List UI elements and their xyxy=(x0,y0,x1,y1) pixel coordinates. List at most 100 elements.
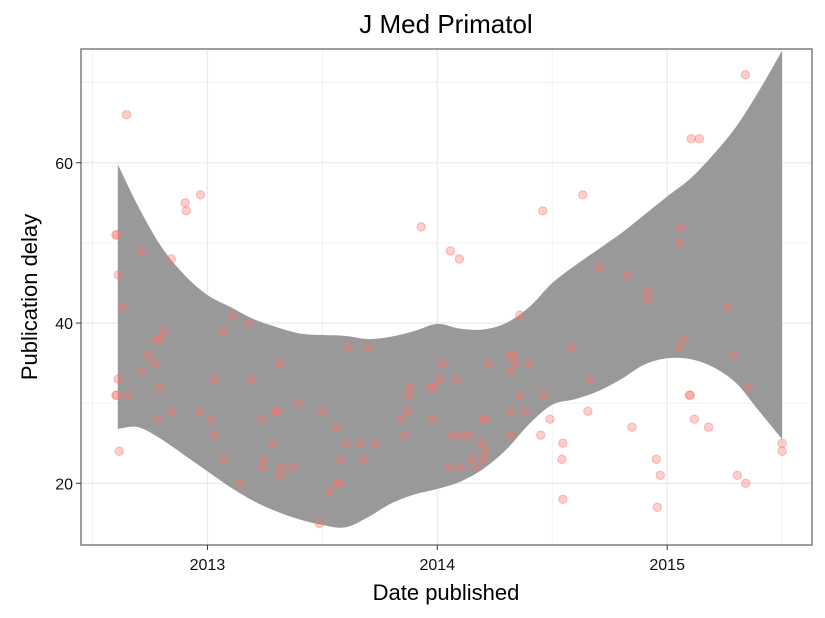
data-point xyxy=(218,454,229,464)
data-point xyxy=(288,462,298,472)
data-point xyxy=(112,230,122,240)
data-point xyxy=(484,358,494,368)
data-point xyxy=(444,462,455,472)
data-point xyxy=(510,358,520,368)
data-point xyxy=(396,414,406,424)
data-point xyxy=(218,326,228,336)
data-point xyxy=(558,438,568,448)
data-point xyxy=(314,518,325,529)
data-point xyxy=(416,222,426,232)
data-point xyxy=(694,134,705,144)
data-point xyxy=(341,438,351,448)
data-point xyxy=(271,406,281,416)
data-point xyxy=(333,478,343,489)
data-point xyxy=(514,390,524,400)
data-point xyxy=(743,382,754,392)
data-point xyxy=(471,462,482,472)
data-point xyxy=(545,414,555,424)
data-point xyxy=(206,414,217,424)
data-point xyxy=(166,406,176,416)
data-point xyxy=(454,254,465,264)
data-point xyxy=(467,454,477,464)
data-point xyxy=(324,486,334,497)
data-point xyxy=(293,398,303,408)
data-point xyxy=(539,390,549,400)
data-point xyxy=(272,406,282,416)
data-point xyxy=(257,462,268,472)
data-point xyxy=(655,470,665,480)
x-axis-title: Date published xyxy=(373,580,520,605)
data-point xyxy=(122,390,133,400)
data-points xyxy=(111,69,787,529)
data-point xyxy=(732,470,742,480)
data-point xyxy=(675,222,686,232)
data-point xyxy=(153,334,163,344)
data-point xyxy=(113,374,123,384)
data-point xyxy=(276,462,286,472)
confidence-band xyxy=(117,50,783,528)
data-point xyxy=(194,406,204,416)
data-point xyxy=(180,198,190,208)
data-point xyxy=(400,430,410,440)
data-point xyxy=(643,286,653,296)
data-point xyxy=(317,406,328,416)
data-point xyxy=(536,430,546,440)
data-point xyxy=(686,134,697,144)
data-point xyxy=(679,334,689,344)
data-point xyxy=(355,438,365,448)
data-point xyxy=(524,358,534,368)
data-point xyxy=(557,454,567,464)
data-point xyxy=(594,262,604,272)
data-point xyxy=(506,430,516,440)
data-point xyxy=(370,438,380,448)
x-tick-label: 2013 xyxy=(190,557,226,574)
chart-title: J Med Primatol xyxy=(359,9,532,39)
data-point xyxy=(643,294,653,304)
data-point xyxy=(404,390,414,400)
data-point xyxy=(427,414,437,424)
data-point xyxy=(445,246,456,256)
data-point xyxy=(505,350,515,360)
data-point xyxy=(256,414,267,424)
data-point xyxy=(703,422,714,432)
data-point xyxy=(181,206,191,216)
data-point xyxy=(480,414,490,424)
data-point xyxy=(538,206,548,216)
data-point xyxy=(358,454,368,464)
data-point xyxy=(111,390,121,400)
data-point xyxy=(583,406,593,416)
data-point xyxy=(457,430,468,440)
data-point xyxy=(558,494,568,505)
data-point xyxy=(111,230,121,240)
data-point xyxy=(578,190,588,200)
data-point xyxy=(427,382,437,392)
data-point xyxy=(275,358,285,368)
data-point xyxy=(246,374,257,384)
data-point xyxy=(154,382,165,392)
data-point xyxy=(405,382,415,392)
y-tick-label: 20 xyxy=(55,476,73,493)
data-point xyxy=(336,454,346,464)
y-axis-title: Publication delay xyxy=(17,214,42,380)
y-axis: 20 40 60 xyxy=(55,156,81,493)
data-point xyxy=(343,342,353,352)
data-point xyxy=(150,358,160,368)
data-point xyxy=(403,406,413,416)
data-point xyxy=(777,438,787,448)
data-point xyxy=(674,342,685,352)
data-point xyxy=(209,374,220,384)
data-point xyxy=(515,310,525,320)
data-point xyxy=(674,238,685,248)
data-point xyxy=(244,318,254,328)
data-point xyxy=(741,478,751,489)
x-tick-label: 2015 xyxy=(649,557,685,574)
data-point xyxy=(434,374,445,384)
data-point xyxy=(452,374,463,384)
data-point xyxy=(428,382,438,392)
data-point xyxy=(117,302,128,312)
data-point xyxy=(455,462,465,472)
data-point xyxy=(651,454,662,464)
data-point xyxy=(585,374,595,384)
data-point xyxy=(234,478,245,489)
